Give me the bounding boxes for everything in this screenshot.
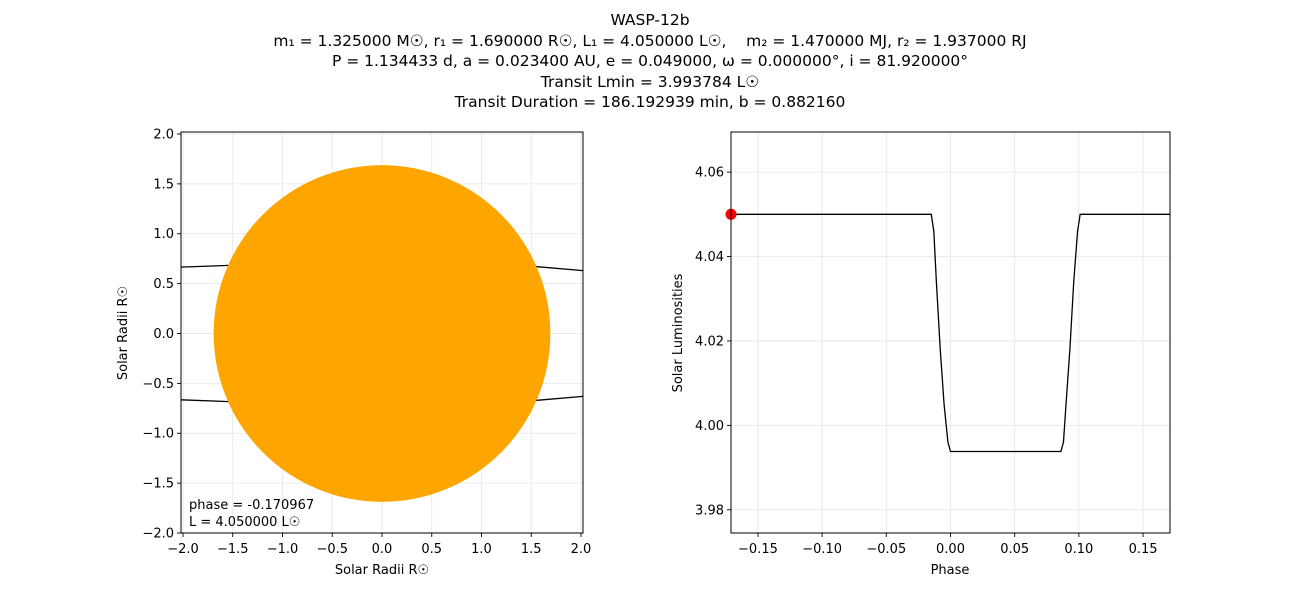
orbit-plot-xtick-label: 1.0	[471, 542, 492, 557]
orbit-plot-xlabel: Solar Radii R☉	[335, 563, 429, 578]
orbit-plot-ytick-label: 1.5	[153, 177, 174, 192]
orbit-plot-ytick-label: 0.5	[153, 277, 174, 292]
title-transit-lmin: Transit Lmin = 3.993784 L☉	[540, 72, 760, 91]
orbit-plot-yticks: −2.0 −1.5 −1.0 −0.5 0.0 0.5 1.0 1.5 2.0	[142, 127, 181, 542]
light-curve-xtick-label: −0.10	[802, 542, 842, 557]
orbit-plot-ytick-label: −0.5	[142, 377, 174, 392]
orbit-plot-axes: −2.0 −1.5 −1.0 −0.5 0.0 0.5 1.0 1.5 2.0 −2.0 −1.5…	[116, 127, 591, 578]
orbit-plot-xtick-label: 2.0	[571, 542, 592, 557]
light-curve-xtick-label: 0.00	[936, 542, 965, 557]
light-curve-ytick-label: 4.06	[695, 166, 724, 181]
light-curve-xtick-label: 0.15	[1129, 542, 1158, 557]
orbit-plot-ylabel: Solar Radii R☉	[116, 286, 131, 380]
title-transit-duration: Transit Duration = 186.192939 min, b = 0…	[454, 93, 846, 111]
title-planet-name: WASP-12b	[610, 11, 690, 29]
light-curve-series-line	[731, 213, 1170, 453]
orbit-plot-ytick-label: −2.0	[142, 527, 174, 542]
light-curve-ylabel: Solar Luminosities	[671, 273, 686, 392]
light-curve-ytick-label: 3.98	[695, 503, 724, 518]
star-disk	[213, 165, 551, 502]
title-masses-radii: m₁ = 1.325000 M☉, r₁ = 1.690000 R☉, L₁ =…	[273, 31, 1027, 50]
orbit-plot-ytick-label: 2.0	[153, 127, 174, 142]
orbit-plot-ytick-label: −1.5	[142, 477, 174, 492]
light-curve-axes: −0.15 −0.10 −0.05 0.00 0.05 0.10 0.15 3.98 4.00…	[671, 131, 1171, 578]
title-orbit-params: P = 1.134433 d, a = 0.023400 AU, e = 0.0…	[331, 52, 969, 70]
orbit-plot-xtick-label: −0.5	[316, 542, 348, 557]
light-curve-xtick-label: 0.05	[1000, 542, 1029, 557]
light-curve-grid	[731, 132, 1170, 533]
orbit-plot-xtick-label: 1.5	[521, 542, 542, 557]
orbit-plot-xtick-label: 0.5	[421, 542, 442, 557]
luminosity-annotation: L = 4.050000 L☉	[189, 515, 300, 530]
light-curve-xlabel: Phase	[931, 563, 970, 578]
orbit-plot-ytick-label: 0.0	[153, 327, 174, 342]
light-curve-ytick-label: 4.02	[695, 334, 724, 349]
orbit-plot-xticks: −2.0 −1.5 −1.0 −0.5 0.0 0.5 1.0 1.5 2.0	[167, 533, 591, 557]
light-curve-xticks: −0.15 −0.10 −0.05 0.00 0.05 0.10 0.15	[738, 533, 1158, 557]
orbit-plot-ytick-label: 1.0	[153, 227, 174, 242]
light-curve-ytick-label: 4.04	[695, 250, 724, 265]
orbit-plot-xtick-label: −2.0	[167, 542, 199, 557]
light-curve-ytick-label: 4.00	[695, 419, 724, 434]
orbit-plot-ytick-label: −1.0	[142, 427, 174, 442]
light-curve-yticks: 3.98 4.00 4.02 4.04 4.06	[695, 166, 731, 518]
light-curve-xtick-label: −0.05	[866, 542, 906, 557]
orbit-plot-xtick-label: 0.0	[372, 542, 393, 557]
light-curve-xtick-label: −0.15	[738, 542, 778, 557]
phase-annotation: phase = -0.170967	[189, 498, 314, 513]
figure-title: WASP-12b m₁ = 1.325000 M☉, r₁ = 1.690000…	[0, 10, 1300, 113]
light-curve-xtick-label: 0.10	[1064, 542, 1093, 557]
orbit-plot-xtick-label: −1.0	[267, 542, 299, 557]
orbit-plot-xtick-label: −1.5	[217, 542, 249, 557]
